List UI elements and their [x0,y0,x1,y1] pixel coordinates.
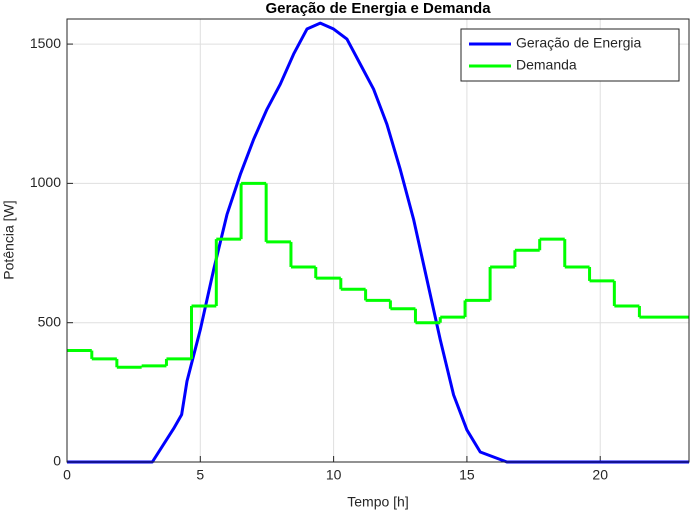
y-tick-label: 1000 [30,174,61,190]
y-tick-label: 500 [38,313,62,329]
axes-box [66,18,690,463]
plot-area [67,19,689,462]
y-tick-label: 1500 [30,35,61,51]
x-tick-label: 20 [592,467,608,483]
series-line [67,21,689,464]
x-axis-label: Tempo [h] [347,494,408,510]
y-tick-label: 0 [53,453,61,469]
y-axis-label: Potência [W] [1,200,17,279]
x-tick-label: 5 [196,467,204,483]
x-tick-label: 15 [459,467,475,483]
x-tick-label: 0 [63,467,71,483]
legend-label: Geração de Energia [516,35,642,51]
legend-box [460,28,680,82]
x-tick-label: 10 [326,467,342,483]
legend-label: Demanda [516,57,577,73]
chart-title: Geração de Energia e Demanda [265,0,491,17]
